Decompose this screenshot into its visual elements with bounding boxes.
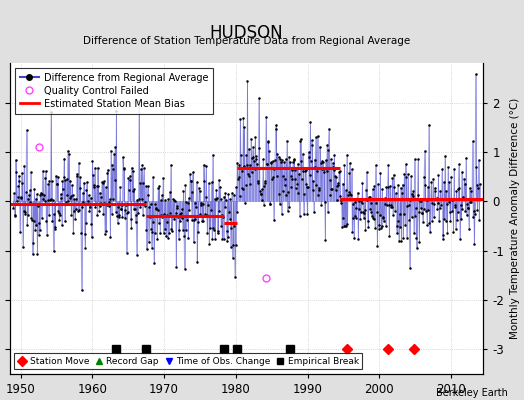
Legend: Station Move, Record Gap, Time of Obs. Change, Empirical Break: Station Move, Record Gap, Time of Obs. C… [14, 353, 362, 369]
Text: Berkeley Earth: Berkeley Earth [436, 388, 508, 398]
Title: HUDSON: HUDSON [210, 24, 283, 42]
Y-axis label: Monthly Temperature Anomaly Difference (°C): Monthly Temperature Anomaly Difference (… [510, 98, 520, 339]
Text: Difference of Station Temperature Data from Regional Average: Difference of Station Temperature Data f… [83, 36, 410, 46]
